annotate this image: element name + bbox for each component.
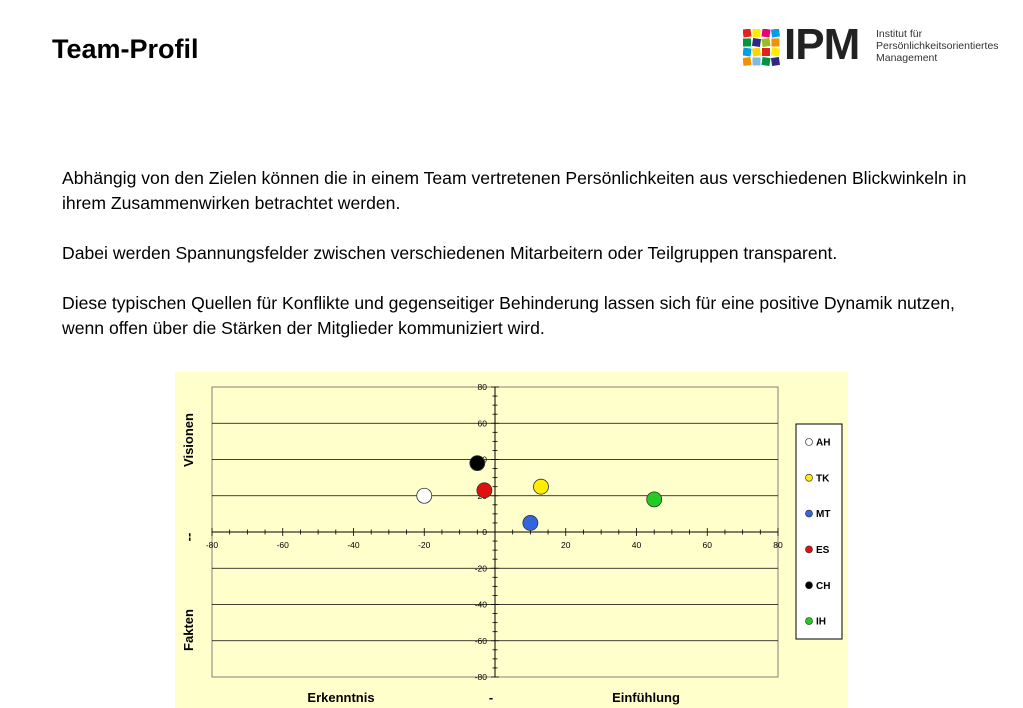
logo-mosaic-tile-0-2 <box>761 29 771 38</box>
y-tick-label: -60 <box>475 636 488 646</box>
logo-mosaic-tile-0-3 <box>770 29 781 38</box>
x-tick-label: -40 <box>347 540 360 550</box>
paragraph-2: Dabei werden Spannungsfelder zwischen ve… <box>62 243 838 263</box>
page-title: Team-Profil <box>52 34 199 64</box>
legend-marker-ah <box>805 438 813 446</box>
logo-subtitle-line-3: Management <box>876 52 938 64</box>
legend-label-es: ES <box>816 545 830 556</box>
logo-subtitle-line-1: Institut für <box>876 28 923 40</box>
logo-wordmark: IPM <box>784 20 860 69</box>
legend-marker-tk <box>805 473 813 482</box>
x-tick-label: -20 <box>418 540 431 550</box>
y-tick-label: -40 <box>475 600 488 610</box>
logo-mosaic-tile-1-0 <box>743 38 751 47</box>
data-point-ih <box>646 491 663 508</box>
scatter-chart: -80-60-40-2020406080806040200-20-40-60-8… <box>175 372 848 708</box>
paragraph-3: Diese typischen Quellen für Konflikte un… <box>62 293 955 338</box>
y-tick-label: 0 <box>482 527 487 537</box>
x-tick-label: 20 <box>561 540 571 550</box>
data-point-es <box>476 482 493 499</box>
legend-marker-mt <box>805 509 813 518</box>
y-tick-label: 80 <box>478 382 488 392</box>
y-tick-label: -20 <box>475 563 488 573</box>
x-tick-label: -80 <box>206 540 219 550</box>
logo-mosaic-tile-1-2 <box>761 37 771 48</box>
logo-mosaic-tile-3-0 <box>743 56 752 67</box>
logo-mosaic-tile-3-1 <box>752 57 761 66</box>
legend-marker-ih <box>805 617 813 625</box>
logo-mosaic-icon <box>743 29 781 67</box>
x-axis-label-center: - <box>489 690 493 705</box>
data-point-ch <box>469 455 486 472</box>
y-axis-label-top: Visionen <box>181 413 196 467</box>
legend-marker-ch <box>805 581 813 590</box>
logo-mosaic-tile-0-0 <box>743 29 752 38</box>
x-axis-label-left: Erkenntnis <box>307 690 374 705</box>
logo-mosaic-tile-2-0 <box>743 47 752 57</box>
legend-label-mt: MT <box>816 509 830 520</box>
logo-mosaic-tile-0-1 <box>752 29 761 37</box>
logo-mosaic-tile-2-2 <box>762 48 770 56</box>
legend-label-ih: IH <box>816 617 826 628</box>
logo-subtitle-line-2: Persönlichkeitsorientiertes <box>876 40 999 52</box>
body-text: Abhängig von den Zielen können die in ei… <box>62 166 992 366</box>
logo-mosaic-tile-2-1 <box>751 47 762 57</box>
logo-mosaic-tile-2-3 <box>770 47 781 57</box>
logo-subtitle: Institut für Persönlichkeitsorientiertes… <box>876 28 999 64</box>
logo-mosaic-tile-1-3 <box>771 38 780 47</box>
legend-box <box>795 423 843 640</box>
y-axis-label-center: -- <box>181 533 196 542</box>
ipm-logo: IPM Institut für Persönlichkeitsorientie… <box>743 23 1005 69</box>
logo-mosaic-tile-3-3 <box>770 56 781 67</box>
y-axis-label-bottom: Fakten <box>181 609 196 651</box>
data-point-mt <box>522 515 539 531</box>
x-tick-label: 40 <box>632 540 642 550</box>
x-tick-label: 60 <box>703 540 713 550</box>
y-tick-label: 60 <box>478 418 488 428</box>
legend-marker-es <box>805 545 813 554</box>
x-axis-label-right: Einfühlung <box>612 690 680 705</box>
legend-label-ch: CH <box>816 581 830 592</box>
paragraph-1: Abhängig von den Zielen können die in ei… <box>62 168 967 213</box>
data-point-tk <box>533 478 549 495</box>
team-profile-chart: -80-60-40-2020406080806040200-20-40-60-8… <box>175 372 848 708</box>
x-tick-label: 80 <box>773 540 783 550</box>
y-tick-label: -80 <box>475 672 488 682</box>
legend-label-ah: AH <box>816 437 830 448</box>
logo-mosaic-tile-3-2 <box>761 56 771 67</box>
legend-label-tk: TK <box>816 473 830 484</box>
logo-mosaic-tile-1-1 <box>751 37 762 48</box>
x-tick-label: -60 <box>277 540 290 550</box>
data-point-ah <box>416 487 433 504</box>
